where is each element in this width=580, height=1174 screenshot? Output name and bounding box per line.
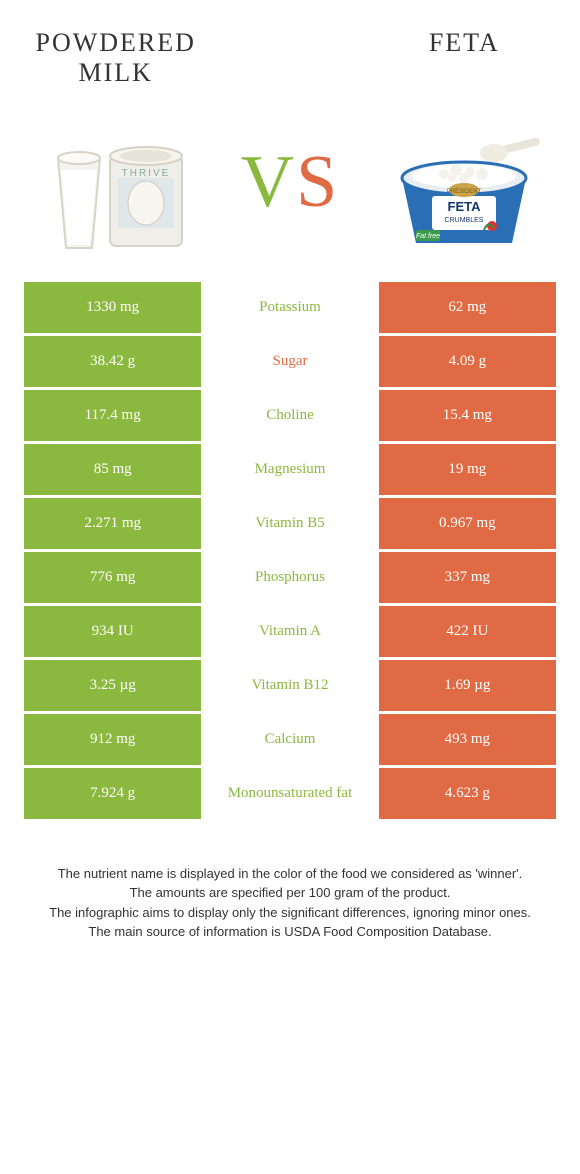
- vs-s: S: [296, 141, 339, 223]
- nutrient-name: Phosphorus: [201, 552, 378, 606]
- right-value: 493 mg: [379, 714, 556, 768]
- nutrient-table: 1330 mgPotassium62 mg38.42 gSugar4.09 g1…: [24, 282, 556, 822]
- right-product-image: FETA CRUMBLES PRÉSIDENT Fat free: [373, 98, 556, 268]
- nutrient-name: Potassium: [201, 282, 378, 336]
- footnote-line: The nutrient name is displayed in the co…: [44, 864, 536, 884]
- table-row: 85 mgMagnesium19 mg: [24, 444, 556, 498]
- right-value: 337 mg: [379, 552, 556, 606]
- nutrient-name: Vitamin B12: [201, 660, 378, 714]
- right-value: 0.967 mg: [379, 498, 556, 552]
- vs-v: V: [241, 141, 296, 223]
- nutrient-name: Vitamin A: [201, 606, 378, 660]
- left-value: 934 IU: [24, 606, 201, 660]
- left-value: 1330 mg: [24, 282, 201, 336]
- footnote-line: The infographic aims to display only the…: [44, 903, 536, 923]
- left-value: 38.42 g: [24, 336, 201, 390]
- header-spacer: [207, 28, 372, 88]
- vs-label: VS: [241, 140, 340, 225]
- header-right: Feta: [373, 28, 556, 88]
- right-value: 422 IU: [379, 606, 556, 660]
- title-right: Feta: [373, 28, 556, 58]
- header-left: Powdered Milk: [24, 28, 207, 88]
- infographic-container: Powdered Milk Feta THRIVE VS: [0, 0, 580, 970]
- powdered-milk-icon: THRIVE: [36, 108, 196, 258]
- footnotes: The nutrient name is displayed in the co…: [24, 864, 556, 942]
- left-product-image: THRIVE: [24, 98, 207, 268]
- right-value: 62 mg: [379, 282, 556, 336]
- svg-text:CRUMBLES: CRUMBLES: [445, 217, 484, 224]
- footnote-line: The amounts are specified per 100 gram o…: [44, 883, 536, 903]
- right-value: 1.69 µg: [379, 660, 556, 714]
- left-value: 3.25 µg: [24, 660, 201, 714]
- left-value: 85 mg: [24, 444, 201, 498]
- svg-text:THRIVE: THRIVE: [121, 168, 170, 179]
- svg-text:Fat free: Fat free: [416, 233, 440, 240]
- footnote-line: The main source of information is USDA F…: [44, 922, 536, 942]
- images-row: THRIVE VS FET: [24, 98, 556, 268]
- nutrient-name: Calcium: [201, 714, 378, 768]
- table-row: 38.42 gSugar4.09 g: [24, 336, 556, 390]
- table-row: 934 IUVitamin A422 IU: [24, 606, 556, 660]
- table-row: 912 mgCalcium493 mg: [24, 714, 556, 768]
- left-value: 117.4 mg: [24, 390, 201, 444]
- right-value: 15.4 mg: [379, 390, 556, 444]
- table-row: 776 mgPhosphorus337 mg: [24, 552, 556, 606]
- table-row: 1330 mgPotassium62 mg: [24, 282, 556, 336]
- nutrient-name: Monounsaturated fat: [201, 768, 378, 822]
- left-value: 2.271 mg: [24, 498, 201, 552]
- title-left: Powdered Milk: [24, 28, 207, 88]
- right-value: 4.09 g: [379, 336, 556, 390]
- left-value: 7.924 g: [24, 768, 201, 822]
- vs-cell: VS: [207, 140, 372, 225]
- feta-icon: FETA CRUMBLES PRÉSIDENT Fat free: [384, 108, 544, 258]
- right-value: 4.623 g: [379, 768, 556, 822]
- nutrient-name: Choline: [201, 390, 378, 444]
- nutrient-name: Sugar: [201, 336, 378, 390]
- svg-text:FETA: FETA: [448, 199, 482, 214]
- table-row: 2.271 mgVitamin B50.967 mg: [24, 498, 556, 552]
- left-value: 912 mg: [24, 714, 201, 768]
- right-value: 19 mg: [379, 444, 556, 498]
- nutrient-name: Magnesium: [201, 444, 378, 498]
- header-row: Powdered Milk Feta: [24, 28, 556, 88]
- table-row: 117.4 mgCholine15.4 mg: [24, 390, 556, 444]
- table-row: 7.924 gMonounsaturated fat4.623 g: [24, 768, 556, 822]
- nutrient-name: Vitamin B5: [201, 498, 378, 552]
- svg-text:PRÉSIDENT: PRÉSIDENT: [447, 188, 482, 195]
- left-value: 776 mg: [24, 552, 201, 606]
- table-row: 3.25 µgVitamin B121.69 µg: [24, 660, 556, 714]
